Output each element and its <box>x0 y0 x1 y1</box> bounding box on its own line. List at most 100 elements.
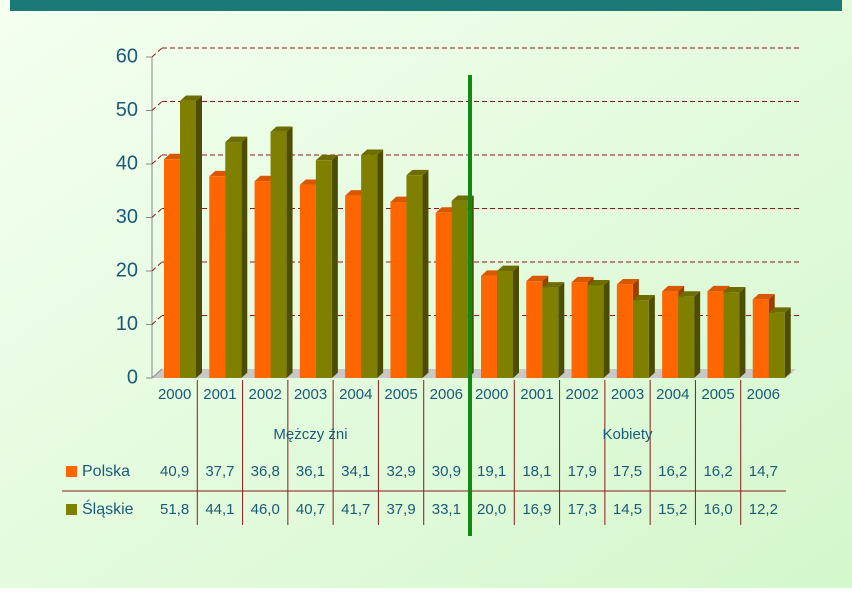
data-label: 20,0 <box>477 501 506 518</box>
grid-line-side <box>151 101 163 111</box>
bar <box>451 200 468 378</box>
bar <box>587 285 604 378</box>
bar-side <box>603 280 610 378</box>
bar <box>406 175 423 378</box>
data-label: 40,9 <box>160 463 189 480</box>
y-tick-label: 10 <box>116 313 138 335</box>
x-tick-label: 2005 <box>701 386 734 403</box>
data-label: 14,7 <box>749 463 778 480</box>
data-label: 16,2 <box>703 463 732 480</box>
x-tick-label: 2003 <box>294 386 327 403</box>
data-label: 34,1 <box>341 463 370 480</box>
data-label: 40,7 <box>296 501 325 518</box>
bar <box>526 281 543 378</box>
bar-side <box>513 265 519 378</box>
bar <box>315 160 332 378</box>
bar-top <box>587 280 610 286</box>
data-label: 17,5 <box>613 463 642 480</box>
bar-side <box>558 282 565 378</box>
grid-line-side <box>151 208 163 218</box>
data-label: 32,9 <box>386 463 415 480</box>
bar <box>662 291 679 378</box>
bar <box>768 312 785 378</box>
bar <box>707 291 724 378</box>
bar-top <box>406 169 429 176</box>
bar <box>723 292 740 378</box>
bar-top <box>616 278 639 285</box>
bar-top <box>662 285 685 292</box>
bar <box>435 212 452 378</box>
x-tick-label: 2006 <box>747 386 780 403</box>
bar <box>361 154 378 378</box>
legend-label: Śląskie <box>82 499 134 518</box>
bar-side <box>694 291 701 378</box>
bar-side <box>196 95 202 378</box>
bar <box>616 284 633 378</box>
x-tick-label: 2001 <box>203 386 236 403</box>
bar-side <box>377 149 384 378</box>
data-label: 16,9 <box>522 501 551 518</box>
data-label: 36,1 <box>296 463 325 480</box>
data-label: 18,1 <box>522 463 551 480</box>
data-label: 16,2 <box>658 463 687 480</box>
data-label: 19,1 <box>477 463 506 480</box>
x-tick-label: 2000 <box>158 386 191 403</box>
bar <box>390 201 407 378</box>
x-tick-label: 2004 <box>656 386 689 403</box>
bar <box>345 195 362 378</box>
group-label: Kobiety <box>602 426 653 443</box>
data-label: 37,9 <box>386 501 415 518</box>
x-tick-label: 2001 <box>520 386 553 403</box>
bar-side <box>784 307 791 378</box>
data-label: 17,9 <box>568 463 597 480</box>
x-tick-label: 2002 <box>249 386 282 403</box>
bar-side <box>331 154 338 378</box>
bar <box>632 300 649 378</box>
data-label: 17,3 <box>568 501 597 518</box>
bar-top <box>632 295 655 301</box>
data-label: 36,8 <box>251 463 280 480</box>
bar-top <box>678 291 701 297</box>
bar <box>299 184 316 378</box>
bar-side <box>241 136 248 378</box>
x-tick-label: 2003 <box>611 386 644 403</box>
group-label: Mężczy źni <box>273 426 347 443</box>
x-tick-label: 2006 <box>430 386 463 403</box>
grid-line-side <box>151 47 163 58</box>
data-label: 14,5 <box>613 501 642 518</box>
x-tick-label: 2000 <box>475 386 508 403</box>
bar-top <box>270 126 293 132</box>
data-label: 41,7 <box>341 501 370 518</box>
legend-swatch <box>66 504 77 515</box>
bar <box>164 159 180 378</box>
bar-top <box>752 293 775 300</box>
y-tick-label: 0 <box>127 366 138 388</box>
bar-top <box>497 265 519 271</box>
bar-top <box>723 287 746 293</box>
bar <box>270 131 287 378</box>
data-label: 44,1 <box>205 501 234 518</box>
y-tick-label: 60 <box>116 45 138 67</box>
bar-top <box>768 307 791 313</box>
bar <box>752 299 769 378</box>
y-tick-label: 30 <box>116 206 138 228</box>
data-label: 12,2 <box>749 501 778 518</box>
data-label: 30,9 <box>432 463 461 480</box>
bar-top <box>526 275 549 282</box>
data-label: 46,0 <box>251 501 280 518</box>
y-tick-label: 40 <box>116 152 138 174</box>
data-label: 51,8 <box>160 501 189 518</box>
header-bar <box>10 0 842 11</box>
bar-top <box>542 282 565 288</box>
bar-side <box>286 126 293 378</box>
bar <box>542 287 559 378</box>
grid-line-side <box>151 261 163 272</box>
bar-top <box>707 285 730 292</box>
legend-swatch <box>66 466 77 477</box>
y-tick-label: 50 <box>116 99 138 121</box>
bar-top <box>225 136 248 143</box>
bar-top <box>180 95 202 101</box>
bar-top <box>361 149 384 155</box>
